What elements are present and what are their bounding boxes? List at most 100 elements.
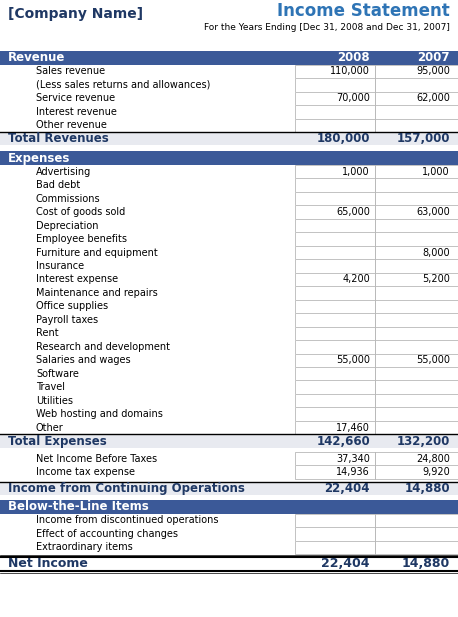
- Bar: [0, 246, 458, 259]
- Text: Maintenance and repairs: Maintenance and repairs: [36, 288, 158, 298]
- Bar: [0, 514, 458, 527]
- Bar: [0, 132, 458, 146]
- Text: Rent: Rent: [36, 328, 59, 338]
- Text: Expenses: Expenses: [8, 152, 71, 165]
- Text: 9,920: 9,920: [422, 467, 450, 477]
- Bar: [0, 482, 458, 495]
- Text: 157,000: 157,000: [397, 132, 450, 145]
- Text: Research and development: Research and development: [36, 342, 170, 352]
- Bar: [295, 246, 375, 259]
- Text: Payroll taxes: Payroll taxes: [36, 315, 98, 325]
- Text: Service revenue: Service revenue: [36, 93, 115, 103]
- Text: Web hosting and domains: Web hosting and domains: [36, 409, 163, 419]
- Text: Income tax expense: Income tax expense: [36, 467, 135, 477]
- Bar: [295, 91, 375, 105]
- Bar: [375, 286, 458, 300]
- Text: 55,000: 55,000: [336, 355, 370, 365]
- Text: Furniture and equipment: Furniture and equipment: [36, 247, 158, 257]
- Bar: [295, 286, 375, 300]
- Bar: [295, 192, 375, 205]
- Bar: [295, 105, 375, 118]
- Bar: [375, 192, 458, 205]
- Bar: [0, 527, 458, 540]
- Bar: [295, 205, 375, 219]
- Bar: [0, 367, 458, 381]
- Text: 4,200: 4,200: [342, 275, 370, 284]
- Bar: [295, 354, 375, 367]
- Bar: [375, 421, 458, 434]
- Bar: [0, 91, 458, 105]
- Text: Total Revenues: Total Revenues: [8, 132, 109, 145]
- Text: 132,200: 132,200: [397, 434, 450, 447]
- Bar: [295, 394, 375, 407]
- Text: Other revenue: Other revenue: [36, 120, 107, 130]
- Bar: [0, 118, 458, 132]
- Bar: [375, 452, 458, 465]
- Bar: [295, 300, 375, 313]
- Bar: [375, 407, 458, 421]
- Bar: [0, 78, 458, 91]
- Text: 37,340: 37,340: [336, 453, 370, 463]
- Bar: [0, 557, 458, 571]
- Text: 63,000: 63,000: [416, 207, 450, 217]
- Text: Commissions: Commissions: [36, 194, 101, 204]
- Bar: [375, 381, 458, 394]
- Bar: [295, 407, 375, 421]
- Bar: [295, 381, 375, 394]
- Bar: [0, 259, 458, 273]
- Bar: [295, 326, 375, 340]
- Text: Depreciation: Depreciation: [36, 220, 98, 231]
- Text: Advertising: Advertising: [36, 167, 91, 176]
- Text: Revenue: Revenue: [8, 51, 65, 64]
- Bar: [0, 407, 458, 421]
- Bar: [0, 178, 458, 192]
- Bar: [0, 205, 458, 219]
- Text: 95,000: 95,000: [416, 67, 450, 77]
- Bar: [375, 273, 458, 286]
- Text: For the Years Ending [Dec 31, 2008 and Dec 31, 2007]: For the Years Ending [Dec 31, 2008 and D…: [204, 23, 450, 31]
- Bar: [375, 367, 458, 381]
- Bar: [375, 65, 458, 78]
- Text: Total Expenses: Total Expenses: [8, 434, 107, 447]
- Bar: [0, 105, 458, 118]
- Text: 22,404: 22,404: [322, 557, 370, 570]
- Text: Employee benefits: Employee benefits: [36, 234, 127, 244]
- Bar: [0, 500, 458, 514]
- Text: Income from Continuing Operations: Income from Continuing Operations: [8, 482, 245, 495]
- Bar: [295, 313, 375, 326]
- Text: 14,936: 14,936: [336, 467, 370, 477]
- Bar: [295, 65, 375, 78]
- Bar: [375, 165, 458, 178]
- Text: 5,200: 5,200: [422, 275, 450, 284]
- Bar: [375, 514, 458, 527]
- Bar: [295, 219, 375, 233]
- Bar: [375, 394, 458, 407]
- Bar: [375, 259, 458, 273]
- Bar: [295, 165, 375, 178]
- Text: Extraordinary items: Extraordinary items: [36, 542, 133, 552]
- Bar: [0, 286, 458, 300]
- Text: 8,000: 8,000: [422, 247, 450, 257]
- Text: Net Income: Net Income: [8, 557, 88, 570]
- Bar: [295, 340, 375, 354]
- Text: Interest expense: Interest expense: [36, 275, 118, 284]
- Bar: [295, 452, 375, 465]
- Bar: [375, 300, 458, 313]
- Bar: [375, 118, 458, 132]
- Bar: [375, 219, 458, 233]
- Bar: [375, 354, 458, 367]
- Bar: [295, 514, 375, 527]
- Text: Income from discontinued operations: Income from discontinued operations: [36, 515, 218, 526]
- Bar: [295, 527, 375, 540]
- Bar: [0, 340, 458, 354]
- Text: Effect of accounting changes: Effect of accounting changes: [36, 529, 178, 539]
- Text: Interest revenue: Interest revenue: [36, 107, 117, 117]
- Text: 1,000: 1,000: [422, 167, 450, 176]
- Text: 55,000: 55,000: [416, 355, 450, 365]
- Text: 2007: 2007: [418, 51, 450, 64]
- Text: 110,000: 110,000: [330, 67, 370, 77]
- Text: 70,000: 70,000: [336, 93, 370, 103]
- Bar: [295, 465, 375, 479]
- Bar: [295, 259, 375, 273]
- Text: Office supplies: Office supplies: [36, 302, 108, 312]
